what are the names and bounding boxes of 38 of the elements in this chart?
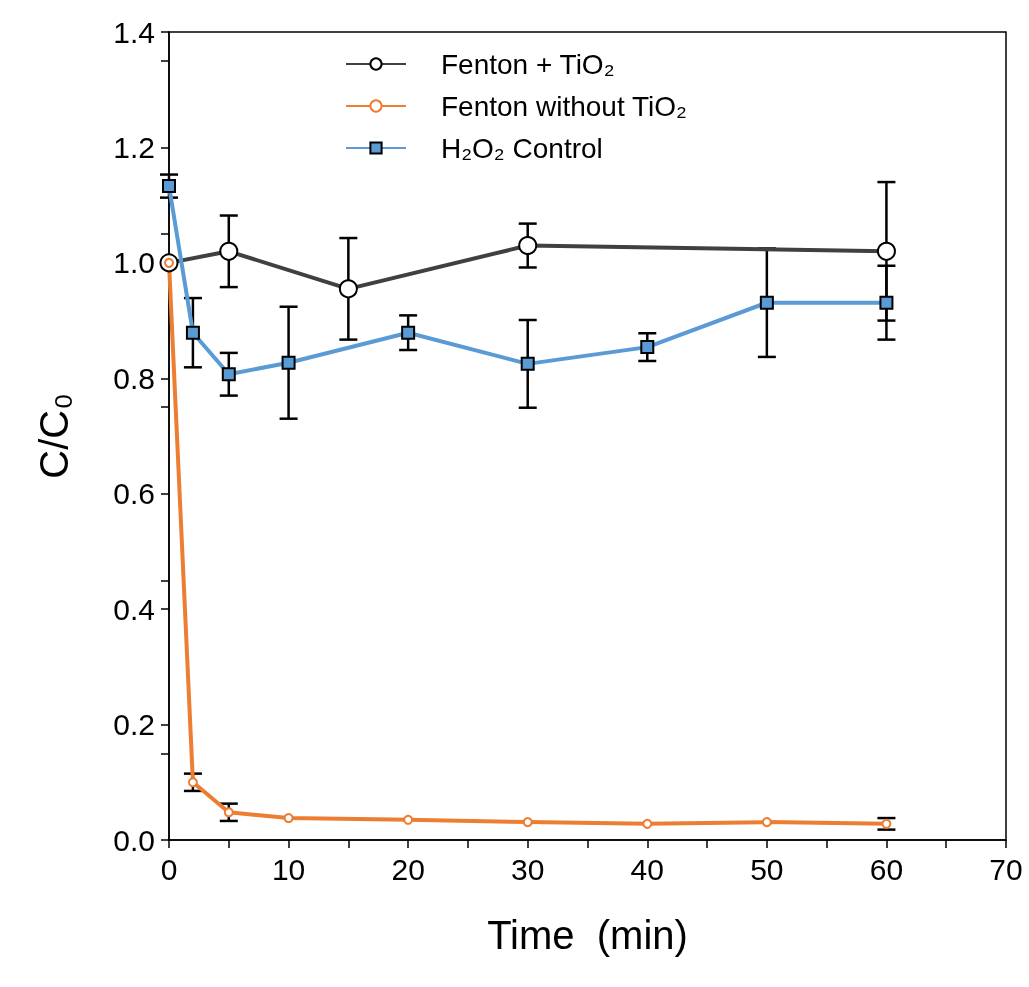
x-tick-label: 50 bbox=[750, 852, 784, 886]
point bbox=[520, 356, 535, 371]
legend-label: Fenton + TiO₂ bbox=[441, 48, 615, 80]
point bbox=[221, 367, 236, 382]
y-tick-label: 0.2 bbox=[113, 708, 155, 742]
y-tick-label: 0.4 bbox=[113, 592, 155, 626]
x-tick-label: 20 bbox=[391, 852, 425, 886]
point bbox=[642, 818, 653, 829]
legend-label: H₂O₂ Control bbox=[441, 132, 603, 164]
point bbox=[403, 814, 414, 825]
y-tick-label: 0.8 bbox=[113, 361, 155, 395]
point bbox=[223, 807, 234, 818]
point bbox=[185, 325, 200, 340]
point bbox=[401, 325, 416, 340]
point bbox=[759, 295, 774, 310]
point bbox=[640, 340, 655, 355]
point bbox=[761, 817, 772, 828]
y-axis-title: C/C₀ bbox=[32, 393, 76, 479]
y-tick-label: 0.0 bbox=[113, 823, 155, 857]
point bbox=[283, 813, 294, 824]
x-tick-label: 70 bbox=[989, 852, 1023, 886]
x-tick-label: 40 bbox=[630, 852, 664, 886]
y-tick-label: 1.4 bbox=[113, 15, 155, 49]
x-axis-title: Time (min) bbox=[487, 913, 688, 957]
x-tick-label: 10 bbox=[271, 852, 306, 886]
x-tick-label: 0 bbox=[160, 852, 178, 886]
y-tick-label: 1.0 bbox=[113, 246, 155, 280]
point bbox=[881, 818, 892, 829]
point bbox=[187, 777, 198, 788]
legend-label: Fenton without TiO₂ bbox=[441, 90, 687, 122]
x-tick-label: 30 bbox=[511, 852, 545, 886]
y-tick-label: 0.6 bbox=[113, 477, 155, 511]
x-tick-label: 60 bbox=[869, 852, 904, 886]
point bbox=[522, 817, 533, 828]
point bbox=[281, 355, 296, 370]
y-tick-label: 1.2 bbox=[113, 130, 155, 164]
point bbox=[879, 295, 894, 310]
point bbox=[162, 179, 176, 194]
